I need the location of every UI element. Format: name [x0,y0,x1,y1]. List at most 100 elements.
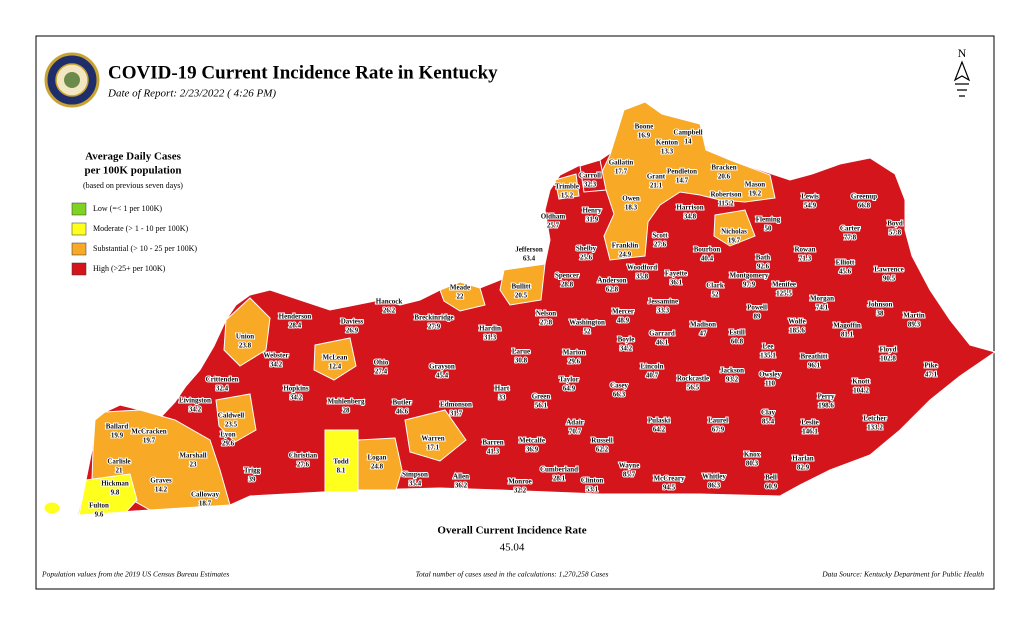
footer-center: Total number of cases used in the calcul… [416,570,609,579]
county-value: 36.2 [455,482,468,490]
county-name: Union [236,333,254,341]
county-name: Nicholas [721,228,747,236]
county-name: Kenton [656,139,678,147]
county-name: Allen [453,473,469,481]
legend-note: (based on previous seven days) [83,181,183,190]
county-name: Barren [482,439,503,447]
county-value: 60.8 [731,338,744,346]
county-value: 27.6 [297,461,310,469]
county-value: 24.8 [371,463,384,471]
county-name: Elliott [836,259,855,267]
county-value: 57.8 [889,229,902,237]
county-value: 18.3 [625,204,638,212]
county-name: Harlan [792,455,813,463]
county-name: Lyon [220,431,235,439]
county-value: 64.2 [653,426,666,434]
county-value: 40.7 [646,372,659,380]
county-name: Marshall [179,452,206,460]
county-value: 45.6 [839,268,852,276]
county-name: Henderson [279,313,312,321]
county-value: 52 [712,291,720,299]
county-name: Ohio [374,359,389,367]
county-value: 110 [765,380,776,388]
county-value: 16.9 [638,132,651,140]
overall-label: Overall Current Incidence Rate [437,525,586,537]
county-name: Bourbon [694,246,721,254]
county-value: 34.2 [189,406,202,414]
county-area [357,437,403,491]
county-name: Marion [563,349,586,357]
county-value: 21 [116,467,124,475]
county-value: 17.7 [615,168,628,176]
legend-label: Substantial (> 10 - 25 per 100K) [93,244,197,253]
county-name: Magoffin [833,322,861,330]
county-value: 45.4 [436,372,449,380]
county-name: Metcalfe [519,437,545,445]
county-name: Spencer [555,272,579,280]
county-value: 82.9 [797,464,810,472]
county-name: Owsley [759,371,781,379]
legend-label: High (>25+ per 100K) [93,264,166,273]
county-name: Muhlenberg [328,398,365,406]
county-area [597,101,776,261]
county-value: 28 [343,407,351,415]
county-value: 32.4 [216,385,229,393]
level-patches [43,101,776,516]
county-value: 56.1 [535,402,548,410]
county-value: 60.9 [765,483,778,491]
overall-value: 45.04 [500,542,525,554]
county-name: Carter [840,225,860,233]
county-value: 81.1 [841,331,854,339]
county-name: Estill [729,329,745,337]
county-value: 86.3 [708,482,721,490]
county-value: 133.2 [867,424,883,432]
county-name: Oldham [541,213,566,221]
county-name: Wolfe [788,318,806,326]
county-value: 67.9 [712,426,725,434]
county-value: 9.6 [95,511,104,519]
county-name: Fulton [89,502,109,510]
county-name: Bell [765,474,777,482]
county-name: Logan [367,454,386,462]
county-name: Perry [817,393,835,401]
county-value: 66.8 [858,202,871,210]
county-value: 21.1 [650,182,663,190]
state-map: Boone16.9Kenton13.3Campbell14Gallatin17.… [43,101,997,520]
county-value: 35.8 [636,273,649,281]
county-value: 97.9 [743,281,756,289]
county-area [554,173,580,200]
county-value: 8.1 [337,467,346,475]
county-value: 96.1 [808,362,821,370]
county-value: 33.3 [657,307,670,315]
county-name: Taylor [559,376,579,384]
county-name: Carroll [579,172,601,180]
county-value: 50 [765,225,773,233]
county-value: 14.2 [155,486,168,494]
county-name: Johnson [868,301,893,309]
legend-swatch [71,202,87,216]
legend-title: Average Daily Cases [85,151,181,163]
county-value: 23 [190,461,198,469]
county-name: Whitley [702,473,726,481]
county-value: 80.3 [746,460,759,468]
county-value: 38 [877,310,885,318]
county-name: Clark [706,282,724,290]
county-value: 14 [685,138,693,146]
county-name: Knox [744,451,761,459]
county-name: McCreary [654,475,685,483]
legend: Average Daily Cases per 100K population … [71,151,197,276]
county-name: Mercer [612,308,634,316]
county-value: 185.6 [789,327,805,335]
county-value: 46.1 [656,339,669,347]
county-area [313,337,357,381]
county-name: Scott [652,232,668,240]
county-name: Boyle [618,336,635,344]
county-name: Menifee [772,281,796,289]
county-name: Hardin [479,325,501,333]
county-value: 39 [249,476,257,484]
county-value: 52 [584,328,592,336]
county-area [579,159,607,193]
county-value: 54.9 [804,202,817,210]
county-name: Fayette [665,270,687,278]
county-value: 71.3 [799,255,812,263]
